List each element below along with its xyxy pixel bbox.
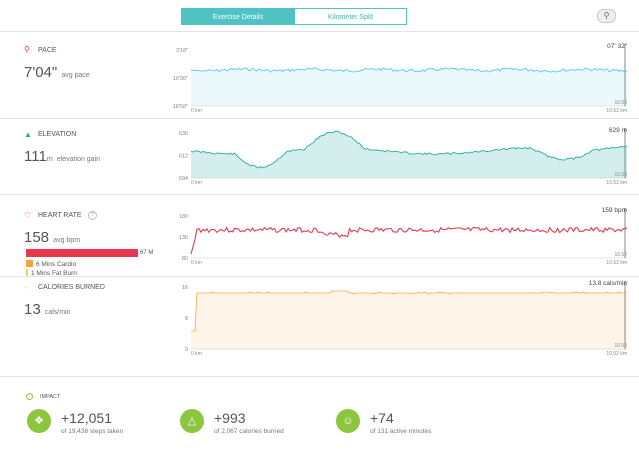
y-tick-label: 130 (179, 235, 188, 241)
heart-rate-chart: 180 130 80 0 km 10.52 10.52 km 159 bpm (161, 204, 631, 276)
elevation-chart: 630 612 594 0 km 10.52 10.52 km 629 m (161, 123, 631, 197)
impact-calories-sub: of 2,067 calories burned (214, 428, 284, 435)
x-end-label: 10.52 km (606, 260, 627, 266)
pace-title: PACE (38, 47, 57, 54)
running-icon: ☺ (336, 409, 360, 433)
location-pin-icon: ⚲ (24, 45, 30, 54)
flame-icon: △ (180, 409, 204, 433)
max-value-label: 07' 32" (607, 43, 628, 50)
tab-bar: Exercise Details Kilometer Split (181, 8, 407, 26)
pace-chart: 3'18" 10'30" 18'58" 0 km 10.52 10.52 km 07' 32… (161, 40, 631, 120)
x-end-label-top: 10.52 (614, 252, 627, 258)
y-tick-label: 180 (179, 214, 188, 220)
tab-exercise-details[interactable]: Exercise Details (181, 8, 295, 25)
map-pin-icon[interactable]: ⚲ (597, 9, 616, 23)
heart-rate-zone-bar (26, 249, 138, 257)
max-value-label: 629 m (609, 127, 627, 134)
zone-fat-burn: 1 Mins Fat Burn (26, 269, 77, 277)
y-tick-label: 612 (179, 154, 188, 160)
series-line (190, 226, 628, 255)
y-tick-label: 3'18" (176, 48, 188, 54)
series-area (191, 291, 627, 349)
series-line (191, 290, 628, 332)
y-tick-label: 8 (185, 316, 188, 322)
heart-rate-chart-svg: 180 130 800 km 10.52 10.52 km 159 bpm (179, 207, 628, 266)
heart-rate-section: ♡ HEART RATE ? 158 avg bpm 67 M 6 Mins C… (0, 195, 639, 277)
info-icon[interactable]: ? (88, 211, 97, 220)
zone-cardio: 6 Mins Cardio (26, 260, 76, 268)
x-start-label: 0 km (191, 180, 202, 186)
heart-rate-title: HEART RATE (38, 212, 82, 219)
tab-kilometer-split[interactable]: Kilometer Split (294, 8, 407, 25)
impact-title: IMPACT (40, 394, 61, 400)
calories-title: CALORIES BURNED (38, 284, 105, 291)
impact-steps-sub: of 19,438 steps taken (61, 428, 124, 435)
series-line (190, 130, 628, 169)
y-tick-label: 0 (185, 347, 188, 353)
x-start-label: 0 km (191, 260, 202, 266)
x-end-label-top: 10.52 (614, 100, 627, 106)
elevation-title: ELEVATION (38, 131, 77, 138)
flame-icon: ٠ (24, 283, 29, 292)
x-end-label-top: 10.52 (614, 343, 627, 349)
series-area (191, 67, 627, 106)
mountain-icon: ▲ (24, 130, 32, 139)
impact-calories-value: +993 (214, 410, 246, 426)
pace-chart-svg: 3'18" 10'30" 18'58"0 km 10.52 10.52 km 07' 32… (173, 43, 628, 114)
series-line (190, 67, 628, 73)
heart-rate-value: 158 avg bpm (24, 229, 81, 246)
impact-active-sub: of 131 active minutes (370, 428, 432, 435)
impact-active-value: +74 (370, 410, 394, 426)
calories-chart: 16 8 0 0 km 10.52 10.52 km 13.8 cals/min (161, 271, 631, 367)
divider (0, 31, 639, 32)
x-end-label: 10.52 km (606, 351, 627, 357)
max-value-label: 159 bpm (602, 207, 627, 214)
heart-icon: ♡ (24, 211, 32, 220)
heart-rate-bar-label: 67 M (140, 250, 154, 256)
top-edge (0, 0, 639, 4)
impact-steps-value: +12,051 (61, 410, 112, 426)
impact-icon (26, 393, 33, 400)
calories-section: ٠ CALORIES BURNED 13 cals/min 16 8 0 0 km 10… (0, 277, 639, 377)
calories-chart-svg: 16 8 00 km 10.52 10.52 km 13.8 cals/min (182, 280, 628, 357)
x-end-label: 10.52 km (606, 180, 627, 186)
y-tick-label: 10'30" (173, 76, 188, 82)
elevation-value: 111m elevation gain (24, 148, 101, 165)
footsteps-icon: ❖ (27, 409, 51, 433)
pace-value: 7'04" avg pace (24, 64, 90, 81)
impact-section: IMPACT ❖ +12,051 of 19,438 steps taken △… (0, 385, 639, 454)
x-end-label: 10.52 km (606, 108, 627, 114)
x-start-label: 0 km (191, 108, 202, 114)
max-value-label: 13.8 cals/min (589, 280, 628, 287)
x-start-label: 0 km (191, 351, 202, 357)
elevation-section: ▲ ELEVATION 111m elevation gain 630 612 59… (0, 119, 639, 195)
y-tick-label: 630 (179, 131, 188, 137)
y-tick-label: 18'58" (173, 104, 188, 110)
x-end-label-top: 10.52 (614, 172, 627, 178)
fat-burn-swatch (26, 269, 28, 276)
cardio-swatch (26, 260, 33, 267)
y-tick-label: 16 (182, 285, 188, 291)
pace-section: ⚲ PACE 7'04" avg pace 3'18" 10'30" 18'58" 0… (0, 32, 639, 119)
y-tick-label: 594 (179, 176, 188, 182)
calories-value: 13 cals/min (24, 301, 71, 318)
series-area (191, 131, 627, 178)
y-tick-label: 80 (182, 256, 188, 262)
